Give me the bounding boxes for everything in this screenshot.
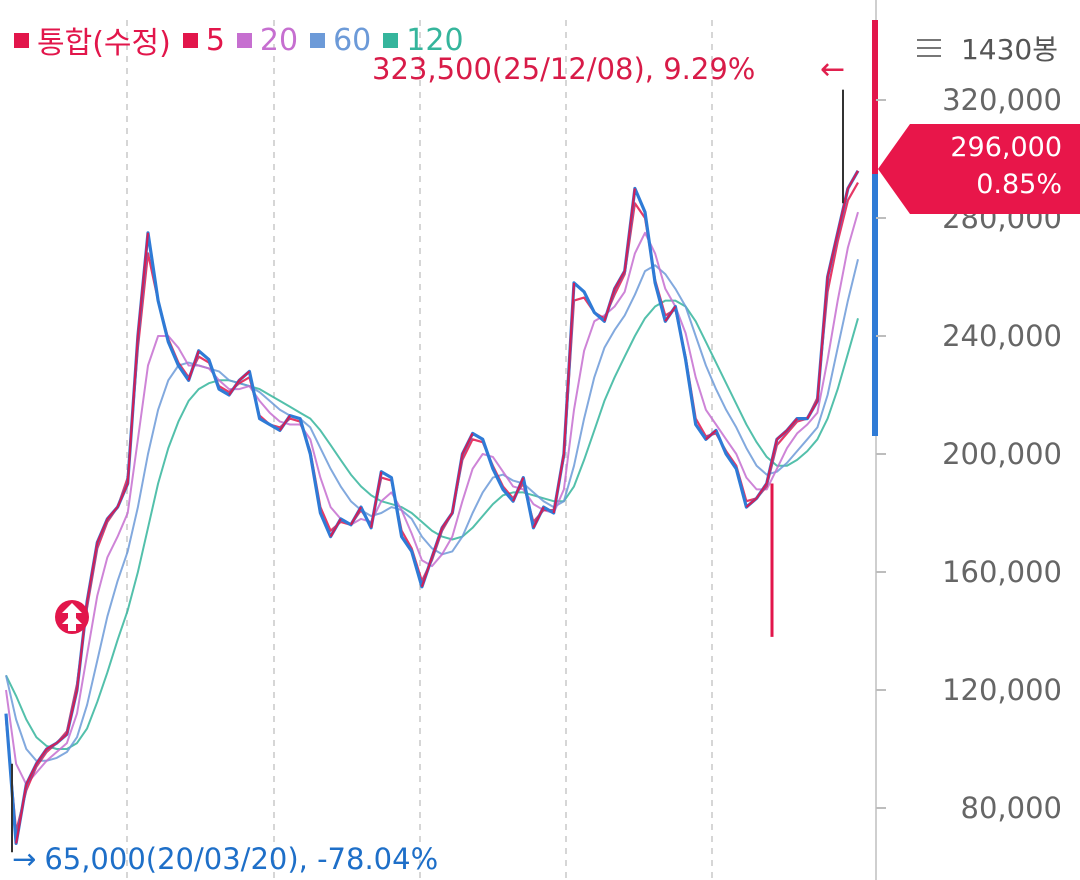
price-up-segment-2 — [15, 784, 28, 844]
legend-item-ma120[interactable]: 120 — [383, 22, 464, 58]
price-up-segment-74 — [745, 497, 758, 508]
y-tick-label-4: 240,000 — [942, 319, 1062, 353]
y-tick-label-2: 160,000 — [942, 555, 1062, 589]
legend-item-price[interactable]: 통합(수정) — [14, 18, 171, 62]
menu-icon[interactable] — [916, 39, 941, 57]
price-up-segment-13 — [126, 335, 139, 484]
price-up-segment-62 — [623, 188, 636, 272]
price-up-segment-7 — [65, 689, 79, 735]
current-price-value: 296,000 — [950, 132, 1062, 163]
price-up-segment-19 — [187, 350, 200, 381]
price-up-segment-10 — [96, 518, 109, 543]
price-up-segment-4 — [35, 748, 48, 765]
price-up-segment-45 — [451, 453, 464, 514]
series-line-ma5 — [4, 182, 859, 833]
low-arrow-icon: → — [12, 842, 37, 876]
chart-legend: 통합(수정) 5 20 60 120 — [14, 18, 476, 62]
legend-item-ma5[interactable]: 5 — [182, 22, 225, 58]
price-up-segment-3 — [25, 763, 38, 785]
series-line-ma20 — [5, 211, 859, 786]
price-up-segment-81 — [816, 276, 829, 401]
price-up-segment-80 — [806, 400, 819, 420]
price-up-segment-76 — [765, 439, 778, 484]
price-up-segment-12 — [116, 483, 129, 508]
price-up-segment-44 — [441, 512, 454, 529]
current-price-tag: 296,000 0.85% — [878, 124, 1080, 214]
legend-label-price: 통합(수정) — [37, 26, 171, 61]
legend-swatch-ma60 — [310, 32, 326, 48]
price-up-segment-56 — [562, 282, 576, 455]
price-up-segment-53 — [532, 506, 545, 529]
high-arrow-icon: ← — [820, 52, 846, 87]
price-up-segment-83 — [836, 188, 849, 233]
legend-swatch-ma120 — [383, 32, 399, 48]
price-up-segment-78 — [786, 417, 798, 432]
legend-item-ma60[interactable]: 60 — [310, 23, 371, 58]
axis-range-down — [872, 174, 878, 436]
price-up-segment-28 — [278, 415, 291, 432]
legend-label-ma5: 5 — [205, 22, 225, 58]
legend-item-ma20[interactable]: 20 — [236, 22, 299, 58]
series-line-ma120 — [5, 299, 859, 750]
price-up-segment-61 — [613, 270, 626, 290]
y-tick-label-6: 320,000 — [942, 83, 1062, 117]
price-up-segment-55 — [552, 453, 565, 514]
y-tick-label-3: 200,000 — [942, 437, 1062, 471]
bar-count-label: 1430봉 — [960, 33, 1058, 66]
price-up-segment-23 — [228, 379, 241, 396]
series-line-price — [4, 170, 860, 846]
price-up-segment-66 — [664, 305, 677, 322]
low-price-label: → 65,000(20/03/20), -78.04% — [12, 842, 438, 876]
current-price-tag-bg — [878, 124, 1080, 214]
price-up-segment-43 — [430, 527, 444, 558]
legend-swatch-ma5 — [182, 32, 198, 48]
y-tick-label-0: 80,000 — [961, 791, 1062, 825]
price-up-segment-24 — [238, 370, 251, 382]
legend-label-ma20: 20 — [259, 22, 299, 58]
price-up-segment-9 — [86, 542, 99, 602]
price-up-segment-46 — [461, 432, 474, 455]
legend-swatch-price — [14, 32, 29, 48]
price-up-segment-35 — [349, 506, 362, 526]
price-up-segment-33 — [329, 518, 342, 538]
price-up-segment-51 — [512, 477, 525, 502]
high-price-label: 323,500(25/12/08), 9.29% — [372, 52, 756, 86]
legend-label-ma120: 120 — [406, 22, 464, 58]
price-up-segment-14 — [136, 232, 150, 337]
current-price-change: 0.85% — [976, 169, 1062, 200]
price-up-segment-42 — [420, 556, 434, 588]
low-price-text: 65,000(20/03/20), -78.04% — [44, 842, 439, 876]
price-up-segment-70 — [705, 429, 717, 441]
price-up-segment-37 — [370, 471, 383, 528]
y-tick-label-1: 120,000 — [942, 673, 1062, 707]
price-up-segment-84 — [846, 170, 859, 190]
price-up-segment-11 — [106, 506, 119, 520]
price-up-segment-60 — [603, 288, 616, 322]
bar-count-selector[interactable]: 1430봉 — [916, 28, 1058, 68]
legend-label-ma60: 60 — [333, 22, 372, 58]
buy-signal-icon[interactable] — [54, 597, 90, 637]
series-line-ma60 — [5, 259, 859, 762]
price-up-segment-77 — [776, 429, 788, 441]
price-up-segment-82 — [826, 232, 839, 278]
price-up-segment-75 — [755, 482, 768, 499]
axis-range-up — [872, 20, 878, 174]
price-up-segment-6 — [55, 733, 68, 744]
legend-swatch-ma20 — [236, 32, 252, 48]
price-up-segment-5 — [46, 742, 58, 750]
